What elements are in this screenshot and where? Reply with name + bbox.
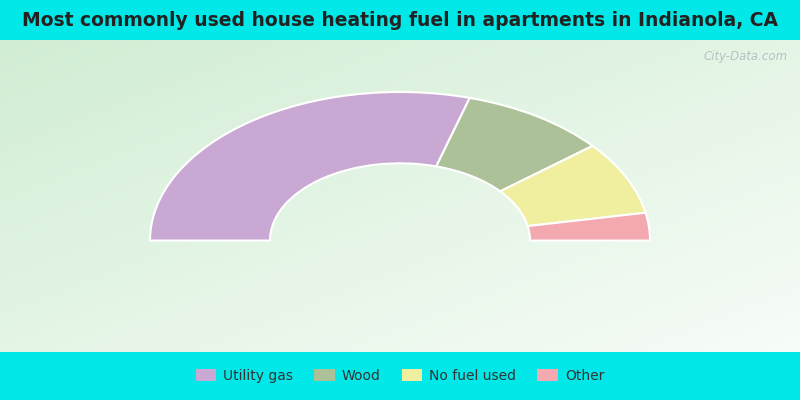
- Text: Most commonly used house heating fuel in apartments in Indianola, CA: Most commonly used house heating fuel in…: [22, 10, 778, 30]
- Wedge shape: [528, 213, 650, 240]
- Wedge shape: [500, 146, 646, 226]
- Wedge shape: [436, 98, 593, 191]
- Wedge shape: [150, 92, 470, 240]
- Legend: Utility gas, Wood, No fuel used, Other: Utility gas, Wood, No fuel used, Other: [190, 364, 610, 388]
- Text: City-Data.com: City-Data.com: [703, 50, 787, 64]
